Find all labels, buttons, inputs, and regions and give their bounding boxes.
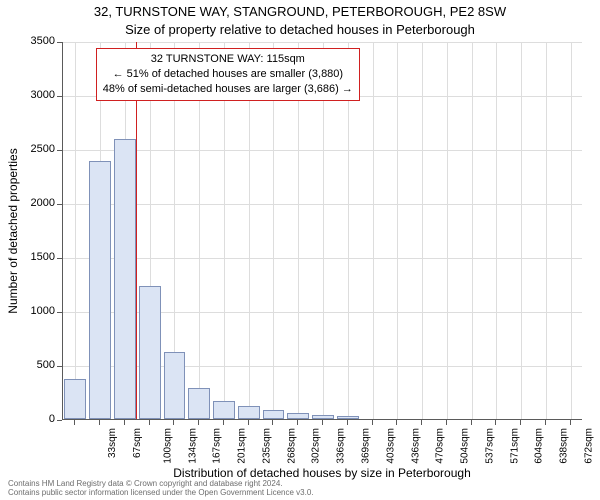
x-tick-label: 504sqm [461, 428, 471, 464]
gridline-v [422, 42, 423, 419]
y-tick-mark [57, 420, 62, 421]
histogram-bar [287, 413, 309, 419]
histogram-bar [213, 401, 235, 419]
chart-container: 32, TURNSTONE WAY, STANGROUND, PETERBORO… [0, 0, 600, 500]
x-tick-label: 302sqm [312, 428, 322, 464]
x-tick-label: 604sqm [535, 428, 545, 464]
x-tick-label: 369sqm [362, 428, 372, 464]
x-tick-label: 100sqm [163, 428, 173, 464]
histogram-bar [312, 415, 334, 419]
x-tick-label: 403sqm [386, 428, 396, 464]
x-tick-mark [322, 420, 323, 425]
x-tick-label: 201sqm [238, 428, 248, 464]
x-tick-label: 638sqm [560, 428, 570, 464]
annotation-line2: ← 51% of detached houses are smaller (3,… [103, 67, 353, 82]
gridline-v [521, 42, 522, 419]
x-tick-mark [446, 420, 447, 425]
y-tick-label: 2000 [0, 198, 55, 209]
x-tick-label: 167sqm [213, 428, 223, 464]
x-tick-mark [520, 420, 521, 425]
x-tick-mark [74, 420, 75, 425]
histogram-bar [263, 410, 285, 419]
x-tick-label: 672sqm [584, 428, 594, 464]
gridline-v [472, 42, 473, 419]
histogram-bar [64, 379, 86, 419]
x-tick-mark [297, 420, 298, 425]
x-tick-mark [545, 420, 546, 425]
x-tick-label: 67sqm [133, 428, 143, 458]
histogram-bar [188, 388, 210, 419]
x-tick-mark [347, 420, 348, 425]
footer-line2: Contains public sector information licen… [8, 488, 314, 498]
y-tick-label: 3000 [0, 90, 55, 101]
x-tick-mark [471, 420, 472, 425]
x-tick-mark [396, 420, 397, 425]
x-tick-mark [149, 420, 150, 425]
footer-line1: Contains HM Land Registry data © Crown c… [8, 479, 314, 489]
gridline-v [397, 42, 398, 419]
x-tick-label: 235sqm [263, 428, 273, 464]
gridline-v [373, 42, 374, 419]
gridline-v [496, 42, 497, 419]
x-tick-mark [272, 420, 273, 425]
x-tick-mark [248, 420, 249, 425]
x-tick-label: 33sqm [108, 428, 118, 458]
x-tick-label: 537sqm [485, 428, 495, 464]
gridline-v [75, 42, 76, 419]
chart-title-line1: 32, TURNSTONE WAY, STANGROUND, PETERBORO… [0, 4, 600, 19]
chart-title-line2: Size of property relative to detached ho… [0, 22, 600, 37]
histogram-bar [89, 161, 111, 419]
x-tick-mark [223, 420, 224, 425]
y-tick-label: 1000 [0, 306, 55, 317]
y-tick-label: 0 [0, 414, 55, 425]
x-tick-label: 436sqm [411, 428, 421, 464]
x-tick-label: 571sqm [510, 428, 520, 464]
y-tick-label: 500 [0, 360, 55, 371]
footer-attribution: Contains HM Land Registry data © Crown c… [8, 479, 314, 498]
x-tick-mark [198, 420, 199, 425]
x-tick-mark [570, 420, 571, 425]
gridline-v [571, 42, 572, 419]
x-tick-mark [124, 420, 125, 425]
x-tick-label: 268sqm [287, 428, 297, 464]
x-tick-mark [99, 420, 100, 425]
histogram-bar [114, 139, 136, 419]
y-tick-label: 3500 [0, 36, 55, 47]
x-tick-label: 336sqm [337, 428, 347, 464]
annotation-line1: 32 TURNSTONE WAY: 115sqm [103, 52, 353, 67]
x-tick-mark [372, 420, 373, 425]
gridline-v [546, 42, 547, 419]
x-tick-mark [173, 420, 174, 425]
x-tick-mark [421, 420, 422, 425]
histogram-bar [164, 352, 186, 419]
x-tick-mark [495, 420, 496, 425]
x-tick-label: 134sqm [188, 428, 198, 464]
histogram-bar [238, 406, 260, 419]
annotation-box: 32 TURNSTONE WAY: 115sqm ← 51% of detach… [96, 48, 360, 101]
plot-area: 32 TURNSTONE WAY: 115sqm ← 51% of detach… [62, 42, 582, 420]
y-tick-label: 2500 [0, 144, 55, 155]
histogram-bar [139, 286, 161, 419]
x-tick-label: 470sqm [436, 428, 446, 464]
annotation-line3: 48% of semi-detached houses are larger (… [103, 82, 353, 97]
y-tick-label: 1500 [0, 252, 55, 263]
histogram-bar [337, 416, 359, 419]
gridline-v [447, 42, 448, 419]
